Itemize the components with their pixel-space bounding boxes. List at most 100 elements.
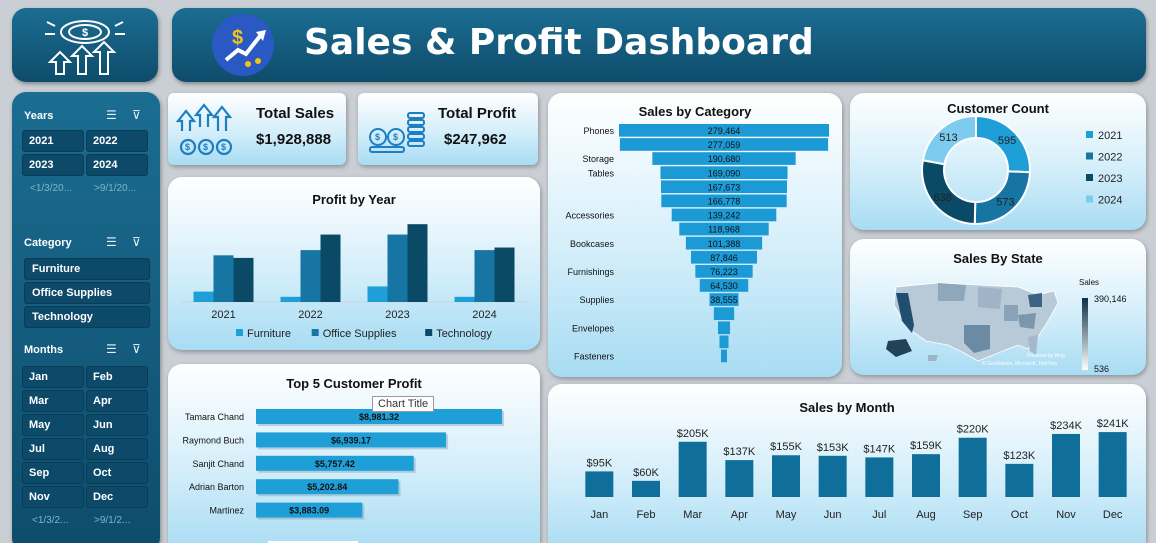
funnel-value-label: 169,090 <box>708 168 741 178</box>
legend-label: Office Supplies <box>323 328 397 340</box>
legend-label: Furniture <box>247 328 291 340</box>
funnel-value-label: 190,680 <box>708 154 741 164</box>
slicer-item-sep[interactable]: Sep <box>22 462 84 484</box>
svg-text:$: $ <box>221 142 226 152</box>
multi-select-icon[interactable]: ☰ <box>106 235 117 249</box>
funnel-bar-storage <box>652 152 796 165</box>
slicer-item-2022[interactable]: 2022 <box>86 130 148 152</box>
slicer-item-after[interactable]: >9/1/20... <box>94 183 136 194</box>
bar-month-oct <box>1005 463 1034 497</box>
multi-select-icon[interactable]: ☰ <box>106 342 117 356</box>
x-tick-label: Aug <box>916 509 936 521</box>
customer-label: Adrian Barton <box>189 482 244 492</box>
x-tick-label: Jan <box>590 509 608 521</box>
slicer-item-apr[interactable]: Apr <box>86 390 148 412</box>
funnel-bar-art <box>713 307 735 320</box>
category-label: Bookcases <box>570 239 615 249</box>
slicer-item-furniture[interactable]: Furniture <box>24 258 150 280</box>
slicer-item-technology[interactable]: Technology <box>24 306 150 328</box>
scroll-indicator[interactable] <box>268 541 358 543</box>
slicer-item-jun[interactable]: Jun <box>86 414 148 436</box>
slicer-item-may[interactable]: May <box>22 414 84 436</box>
slicer-item-oct[interactable]: Oct <box>86 462 148 484</box>
sales-by-state-title: Sales By State <box>953 251 1043 266</box>
slicer-item-2024[interactable]: 2024 <box>86 154 148 176</box>
funnel-value-label: 167,673 <box>708 182 741 192</box>
multi-select-icon[interactable]: ☰ <box>106 108 117 122</box>
donut-slice-2024 <box>921 114 977 166</box>
funnel-bar-labels <box>719 335 729 349</box>
profit-by-year-chart: 2021 2022 2023 2024 Furniture Office Supplies… <box>180 224 528 340</box>
svg-text:$: $ <box>375 132 380 142</box>
slicer-item-before[interactable]: <1/3/2... <box>32 515 69 526</box>
top5-customer-chart: Tamara Chand $8,981.32 Raymond Buch $6,939.… <box>182 409 504 520</box>
slicer-item-feb[interactable]: Feb <box>86 366 148 388</box>
bar-month-nov <box>1052 433 1080 497</box>
slicer-item-aug[interactable]: Aug <box>86 438 148 460</box>
clear-filter-icon[interactable]: ⊽ <box>132 342 141 356</box>
category-label: Accessories <box>565 211 614 221</box>
slicer-item-nov[interactable]: Nov <box>22 486 84 508</box>
map-legend-max: 390,146 <box>1094 294 1127 304</box>
clear-filter-icon[interactable]: ⊽ <box>132 235 141 249</box>
slicer-title-months: Months <box>24 344 64 356</box>
category-label: Storage <box>582 154 614 164</box>
month-value-label: $205K <box>677 428 709 440</box>
customer-value-label: $6,939.17 <box>331 435 371 445</box>
bar-office-supplies-2024 <box>474 250 495 302</box>
bar-office-supplies-2023 <box>387 234 408 302</box>
x-tick-label: Mar <box>683 509 702 521</box>
sales-growth-icon: $ $ $ <box>176 103 233 156</box>
slicer-item-2021[interactable]: 2021 <box>22 130 84 152</box>
logo-panel: $ <box>12 8 158 82</box>
funnel-value-label: 279,464 <box>708 126 741 136</box>
slicer-title-years: Years <box>24 110 54 122</box>
legend-label: 2022 <box>1098 152 1122 164</box>
profit-by-year-card: Profit by Year 2021 2022 2023 2024 Furniture… <box>168 177 540 350</box>
x-tick-label: 2022 <box>298 309 322 321</box>
funnel-value-label: 118,968 <box>708 225 740 235</box>
category-label: Tables <box>588 168 615 178</box>
x-tick-label: Dec <box>1103 509 1123 521</box>
slicer-item-after[interactable]: >9/1/2... <box>94 515 131 526</box>
donut-value-label: 573 <box>996 196 1014 208</box>
slicer-title-category: Category <box>24 237 72 249</box>
slicer-item-jan[interactable]: Jan <box>22 366 84 388</box>
slicer-item-dec[interactable]: Dec <box>86 486 148 508</box>
bar-technology-2024 <box>494 247 515 302</box>
legend-swatch <box>1086 131 1093 138</box>
funnel-bar-supplies <box>709 293 739 306</box>
legend-swatch <box>425 329 433 336</box>
legend-swatch <box>236 329 243 336</box>
bar-office-supplies-2022 <box>300 250 321 302</box>
category-label: Envelopes <box>572 323 615 333</box>
bar-month-may <box>772 455 800 497</box>
slicer-item-jul[interactable]: Jul <box>22 438 84 460</box>
x-tick-label: May <box>776 509 797 521</box>
category-label: Fasteners <box>574 352 615 362</box>
slicer-item-office-supplies[interactable]: Office Supplies <box>24 282 150 304</box>
top5-customer-title: Top 5 Customer Profit <box>286 376 422 391</box>
donut-value-label: 638 <box>933 192 951 204</box>
slicer-item-2023[interactable]: 2023 <box>22 154 84 176</box>
x-tick-label: Nov <box>1056 509 1076 521</box>
funnel-bar-bookcases <box>685 236 763 250</box>
bar-month-jul <box>865 457 894 497</box>
funnel-bar-machines <box>661 194 787 208</box>
kpi-total-profit-label: Total Profit <box>438 105 517 122</box>
clear-filter-icon[interactable]: ⊽ <box>132 108 141 122</box>
funnel-value-label: 139,242 <box>708 211 741 221</box>
legend-label: Technology <box>436 328 492 340</box>
bar-office-supplies-2021 <box>213 255 234 302</box>
map-legend-min: 536 <box>1094 364 1110 374</box>
bar-month-jan <box>585 471 614 497</box>
legend-label: 2021 <box>1098 130 1122 142</box>
kpi-total-profit: $ $ Total Profit $247,962 <box>358 93 538 165</box>
funnel-value-label: 76,223 <box>710 267 738 277</box>
slicer-item-mar[interactable]: Mar <box>22 390 84 412</box>
category-label: Supplies <box>579 295 614 305</box>
month-value-label: $147K <box>863 443 895 455</box>
slicer-item-before[interactable]: <1/3/20... <box>30 183 72 194</box>
bar-month-mar <box>678 441 707 497</box>
funnel-bar-accessories <box>671 208 777 222</box>
